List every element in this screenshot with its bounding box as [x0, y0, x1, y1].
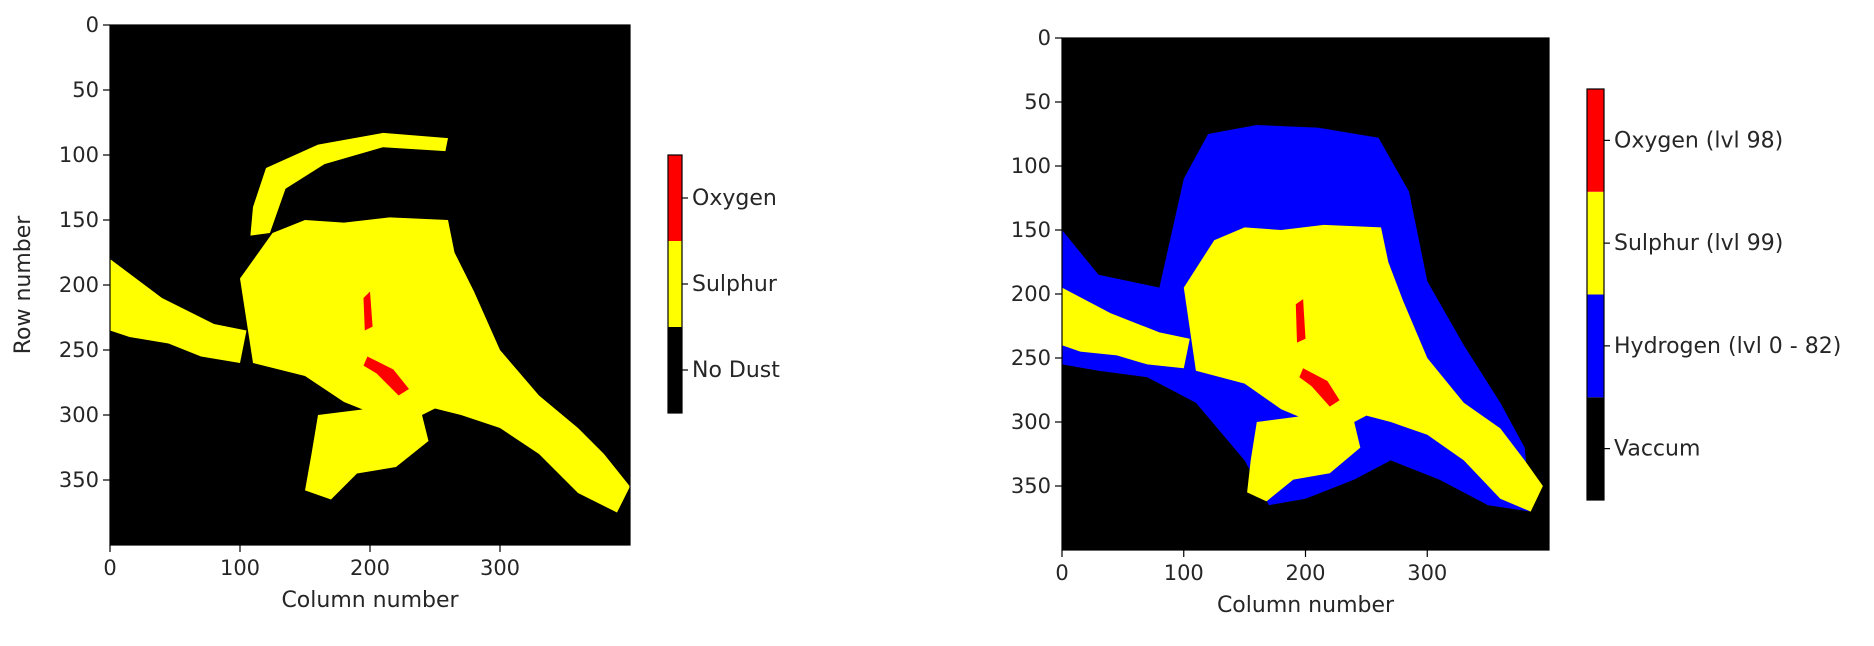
x-tick-label: 300 [480, 556, 520, 580]
x-tick-label: 0 [103, 556, 116, 580]
region-oxygen-5 [363, 356, 409, 396]
colorbar-frame [1586, 88, 1605, 501]
colorbar-label: Sulphur [692, 272, 778, 297]
y-tick-label: 0 [1038, 26, 1051, 50]
x-tick-label: 200 [1285, 561, 1325, 585]
y-tick-label: 200 [59, 273, 99, 297]
right-heatmap-panel: 0 100 200 300 0 50 100 150 200 250 300 350 Column nu… [1011, 26, 1841, 618]
colorbar-segment-oxygen [668, 155, 682, 241]
y-tick-label: 150 [1011, 218, 1051, 242]
y-tick-label: 350 [1011, 474, 1051, 498]
y-axis-title: Row number [11, 215, 36, 355]
colorbar-segment-no-dust [668, 327, 682, 413]
x-axis-title: Column number [281, 588, 459, 613]
region-sulphur-2 [305, 408, 429, 500]
x-tick-label: 0 [1055, 561, 1068, 585]
y-tick-label: 50 [1024, 90, 1051, 114]
y-tick-label: 200 [1011, 282, 1051, 306]
colorbar-label: Oxygen (lvl 98) [1614, 128, 1783, 153]
colorbar-segment-sulphur [668, 241, 682, 327]
x-tick-label: 300 [1407, 561, 1447, 585]
colorbar-label: Oxygen [692, 186, 777, 211]
colorbar-segment-oxygen-lvl-98- [1587, 89, 1604, 192]
y-tick-label: 100 [59, 143, 99, 167]
colorbar-label: No Dust [692, 358, 780, 383]
y-tick-label: 250 [59, 338, 99, 362]
heatmap-regions [110, 132, 630, 513]
colorbar-segment-hydrogen-lvl-0-82- [1587, 294, 1604, 398]
region-sulphur-3 [250, 132, 448, 236]
colorbar: No Dust Sulphur Oxygen [667, 154, 780, 414]
colorbar-label: Sulphur (lvl 99) [1614, 231, 1783, 256]
region-oxygen-4 [363, 291, 373, 331]
y-tick-label: 300 [59, 403, 99, 427]
colorbar-label: Vaccum [1614, 437, 1700, 462]
colorbar-segment-sulphur-lvl-99- [1587, 191, 1604, 295]
region-oxygen-lvl-98--4 [1295, 299, 1306, 343]
colorbar-frame [667, 154, 683, 414]
y-tick-label: 300 [1011, 410, 1051, 434]
y-tick-label: 350 [59, 468, 99, 492]
region-sulphur-lvl-99--3 [1247, 415, 1361, 502]
y-tick-label: 50 [72, 78, 99, 102]
region-sulphur-lvl-99--1 [1183, 224, 1543, 512]
y-tick-label: 100 [1011, 154, 1051, 178]
x-tick-label: 100 [220, 556, 260, 580]
region-oxygen-lvl-98--5 [1299, 368, 1340, 407]
y-tick-label: 150 [59, 208, 99, 232]
heatmap-regions [1062, 125, 1543, 512]
y-tick-label: 0 [86, 13, 99, 37]
region-sulphur-lvl-99--2 [1062, 287, 1190, 369]
colorbar: Vaccum Hydrogen (lvl 0 - 82) Sulphur (lvl … [1586, 88, 1841, 501]
x-axis-title: Column number [1217, 593, 1395, 618]
colorbar-label: Hydrogen (lvl 0 - 82) [1614, 334, 1841, 359]
region-sulphur-0 [240, 217, 630, 513]
left-heatmap-panel: 0 100 200 300 0 50 100 150 200 250 300 350 Column nu… [11, 13, 780, 613]
y-tick-label: 250 [1011, 346, 1051, 370]
x-tick-label: 200 [350, 556, 390, 580]
x-tick-label: 100 [1164, 561, 1204, 585]
region-sulphur-1 [110, 259, 247, 363]
colorbar-segment-vaccum [1587, 397, 1604, 500]
